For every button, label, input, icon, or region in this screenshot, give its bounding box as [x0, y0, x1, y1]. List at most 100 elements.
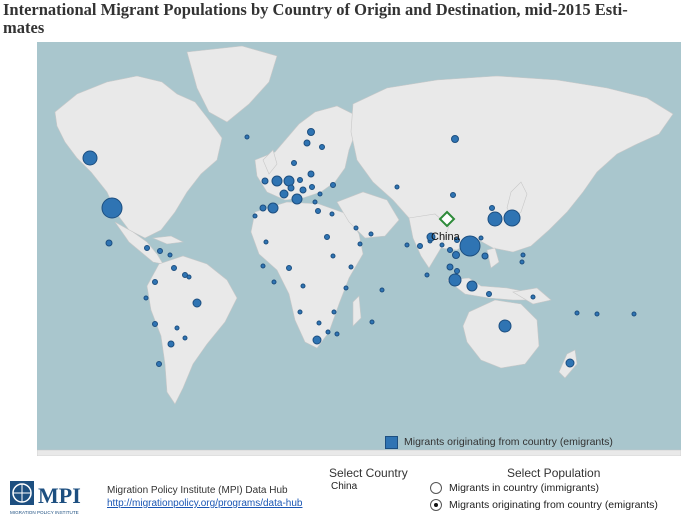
bubble-spain[interactable]: [259, 204, 267, 212]
bubble-norway[interactable]: [307, 128, 315, 136]
bubble-ethiopia[interactable]: [348, 264, 354, 270]
bubble-angola[interactable]: [297, 309, 303, 315]
bubble-australia[interactable]: [498, 319, 512, 333]
bubble-png[interactable]: [530, 294, 536, 300]
bubble-philippines[interactable]: [481, 252, 489, 260]
bubble-denmark[interactable]: [291, 160, 297, 166]
select-country-value[interactable]: China: [331, 481, 358, 492]
bubble-mozambique[interactable]: [334, 331, 340, 337]
bubble-yemen[interactable]: [379, 287, 385, 293]
bubble-japan[interactable]: [503, 209, 521, 227]
bubble-finland[interactable]: [319, 144, 325, 150]
bubble-uk[interactable]: [271, 175, 283, 187]
bubble-myanmar[interactable]: [426, 232, 436, 242]
bubble-samoa[interactable]: [594, 311, 600, 317]
bubble-taiwan[interactable]: [478, 235, 484, 241]
bubble-laos[interactable]: [447, 247, 453, 253]
bubble-korea-north[interactable]: [489, 205, 495, 211]
radio-button-on[interactable]: [430, 499, 442, 511]
bubble-austria[interactable]: [299, 186, 307, 194]
bubble-sudan[interactable]: [330, 253, 336, 259]
china-marker[interactable]: China: [431, 210, 461, 243]
radio-immigrants[interactable]: Migrants in country (immigrants): [430, 482, 599, 494]
bubble-switzerland[interactable]: [287, 184, 295, 192]
bubble-romania[interactable]: [317, 191, 323, 197]
bubble-ghana[interactable]: [271, 279, 277, 285]
bubble-suriname[interactable]: [186, 274, 192, 280]
bubble-ecuador[interactable]: [143, 295, 149, 301]
bubble-malaysia[interactable]: [448, 273, 462, 287]
bubble-korea[interactable]: [487, 211, 503, 227]
bubble-hong-kong[interactable]: [459, 235, 481, 257]
bubble-canada[interactable]: [82, 150, 98, 166]
bubble-thailand[interactable]: [446, 263, 454, 271]
bubble-egypt[interactable]: [324, 234, 330, 240]
bubble-saudi[interactable]: [357, 241, 363, 247]
bubble-micronesia[interactable]: [519, 259, 525, 265]
bubble-zimbabwe[interactable]: [325, 329, 331, 335]
bubble-bangladesh[interactable]: [439, 242, 445, 248]
bubble-new-zealand[interactable]: [565, 358, 575, 368]
bubble-argentina[interactable]: [167, 340, 175, 348]
bubble-sri-lanka[interactable]: [424, 272, 430, 278]
bubble-caribbean-3[interactable]: [167, 252, 173, 258]
bubble-poland[interactable]: [307, 170, 315, 178]
bubble-gulf-1[interactable]: [353, 225, 359, 231]
bubble-kazakhstan[interactable]: [394, 184, 400, 190]
bubble-usa[interactable]: [101, 197, 123, 219]
bubble-gulf-2[interactable]: [368, 231, 374, 237]
bubble-india[interactable]: [417, 243, 423, 249]
bubble-iceland[interactable]: [244, 134, 250, 140]
bubble-portugal[interactable]: [252, 213, 258, 219]
world-map[interactable]: China: [37, 42, 681, 456]
bubble-colombia[interactable]: [152, 279, 158, 285]
bubble-italy[interactable]: [291, 193, 303, 205]
bubble-indonesia[interactable]: [486, 291, 492, 297]
bubble-mexico[interactable]: [105, 239, 113, 247]
bubble-hungary[interactable]: [309, 184, 315, 190]
bubble-kenya[interactable]: [343, 285, 349, 291]
bubble-greece[interactable]: [315, 208, 321, 214]
bubble-czech[interactable]: [297, 177, 303, 183]
bubble-ireland[interactable]: [261, 177, 269, 185]
bubble-bolivia[interactable]: [174, 325, 180, 331]
bubble-sweden[interactable]: [303, 139, 311, 147]
bubble-france[interactable]: [267, 202, 279, 214]
bubble-russia-west[interactable]: [330, 182, 336, 188]
bubble-venezuela[interactable]: [171, 265, 177, 271]
bubble-nigeria[interactable]: [286, 265, 292, 271]
mpi-logo[interactable]: MPI MIGRATION POLICY INSTITUTE: [4, 474, 96, 518]
bubble-peru[interactable]: [152, 321, 158, 327]
bubble-russia[interactable]: [451, 135, 459, 143]
bubble-mauritius[interactable]: [369, 319, 375, 325]
bubble-germany[interactable]: [283, 175, 295, 187]
bubble-tanzania[interactable]: [331, 309, 337, 315]
map-svg[interactable]: China: [37, 42, 681, 456]
bubble-mongolia[interactable]: [450, 192, 456, 198]
bubble-serbia[interactable]: [312, 199, 318, 205]
radio-button-off[interactable]: [430, 482, 442, 494]
bubble-chile[interactable]: [156, 361, 162, 367]
bubble-singapore[interactable]: [466, 280, 478, 292]
bubble-guam[interactable]: [520, 252, 526, 258]
footer-link[interactable]: http://migrationpolicy.org/programs/data…: [107, 498, 303, 509]
bubble-senegal[interactable]: [260, 263, 266, 269]
bubble-brazil[interactable]: [192, 298, 202, 308]
bubble-caribbean-2[interactable]: [157, 248, 163, 254]
bubble-cambodia[interactable]: [454, 268, 460, 274]
bubble-fiji[interactable]: [574, 310, 580, 316]
bubble-morocco[interactable]: [263, 239, 269, 245]
bubble-congo[interactable]: [300, 283, 306, 289]
radio-emigrants[interactable]: Migrants originating from country (emigr…: [430, 499, 658, 511]
bubble-vietnam[interactable]: [452, 251, 460, 259]
bubble-macao[interactable]: [454, 237, 460, 243]
bubble-tonga[interactable]: [631, 311, 637, 317]
bubble-pakistan[interactable]: [404, 242, 410, 248]
bubble-turkey[interactable]: [329, 211, 335, 217]
bubble-netherlands[interactable]: [279, 189, 289, 199]
select-country-heading: Select Country: [329, 466, 408, 480]
bubble-south-africa[interactable]: [312, 335, 322, 345]
bubble-zambia[interactable]: [316, 320, 322, 326]
bubble-paraguay[interactable]: [182, 335, 188, 341]
bubble-caribbean-1[interactable]: [144, 245, 150, 251]
